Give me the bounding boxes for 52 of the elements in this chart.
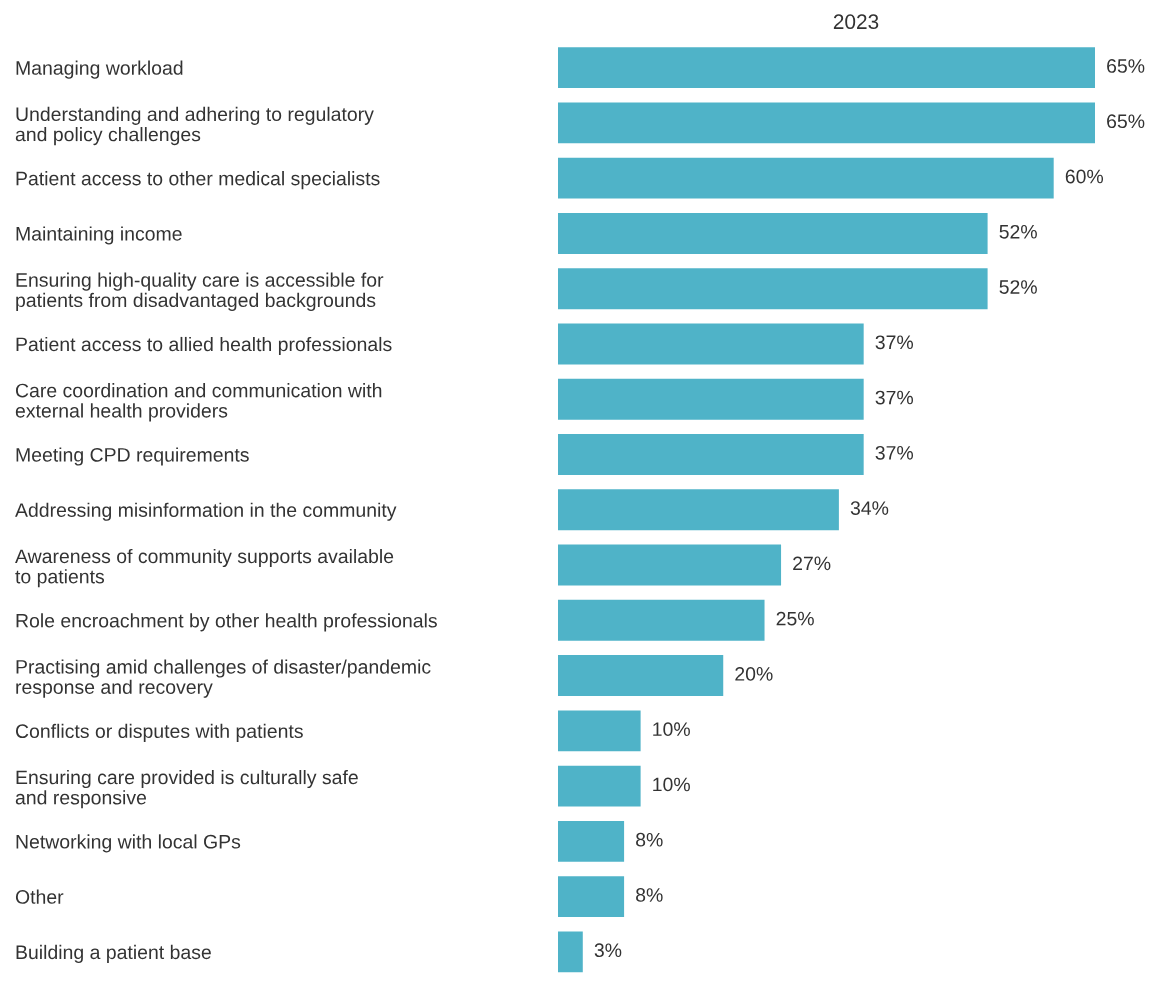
data-label: 25% <box>776 611 814 626</box>
data-label: 52% <box>999 224 1037 239</box>
bar <box>558 544 782 586</box>
bar <box>558 102 1095 144</box>
y-tick-label: Conflicts or disputes with patients <box>15 723 303 742</box>
data-label: 65% <box>1107 59 1145 73</box>
y-tick-label: Maintaining income <box>16 226 182 245</box>
data-label: 60% <box>1065 169 1104 184</box>
bar <box>558 489 839 531</box>
data-label: 3% <box>594 943 622 958</box>
data-label: 8% <box>636 888 663 902</box>
data-label: 52% <box>999 280 1037 294</box>
bar <box>558 378 864 420</box>
y-tick-label: Understanding and adhering to regulatory and policy challenges <box>15 106 374 146</box>
data-label: 8% <box>636 832 663 847</box>
bar <box>558 655 724 697</box>
bar <box>558 876 625 918</box>
data-label: 34% <box>850 501 889 515</box>
y-tick-label: Role encroachment by other health professionals <box>16 613 437 632</box>
bar <box>558 212 988 254</box>
bar <box>558 931 583 973</box>
bar <box>558 434 864 475</box>
y-tick-label: Awareness of community supports available to patients <box>15 548 394 588</box>
bar <box>558 599 765 641</box>
bar <box>558 268 988 310</box>
bar <box>558 765 641 807</box>
data-label: 37% <box>875 390 914 405</box>
data-label: 37% <box>875 445 914 460</box>
data-label: 10% <box>653 777 690 792</box>
data-label: 65% <box>1107 114 1145 129</box>
data-label: 37% <box>875 335 914 350</box>
chart-title: 2023 <box>833 14 879 30</box>
y-tick-label: Networking with local GPs <box>16 834 241 853</box>
y-tick-label: Meeting CPD requirements <box>16 447 249 466</box>
y-tick-label: Care coordination and communication with external health providers <box>15 383 382 422</box>
y-tick-label: Ensuring high-quality care is accessible for patients from disadvantaged backgrounds <box>16 272 384 311</box>
y-tick-label: Managing workload <box>16 60 183 79</box>
bar <box>558 710 641 752</box>
y-tick-label: Ensuring care provided is culturally safe and responsive <box>15 769 358 809</box>
y-tick-label: Other <box>15 889 64 904</box>
y-tick-label: Patient access to allied health professionals <box>16 336 392 356</box>
bar <box>558 820 625 862</box>
data-label: 20% <box>735 667 773 681</box>
y-tick-label: Patient access to other medical specialists <box>16 171 380 190</box>
data-label: 10% <box>653 722 690 737</box>
data-label: 27% <box>793 556 831 571</box>
y-tick-label: Addressing misinformation in the community <box>15 502 397 521</box>
bar <box>558 157 1054 199</box>
y-tick-label: Practising amid challenges of disaster/pandemic response and recovery <box>16 659 431 698</box>
bar <box>558 323 864 365</box>
y-tick-label: Building a patient base <box>16 944 211 963</box>
bar <box>558 47 1095 89</box>
